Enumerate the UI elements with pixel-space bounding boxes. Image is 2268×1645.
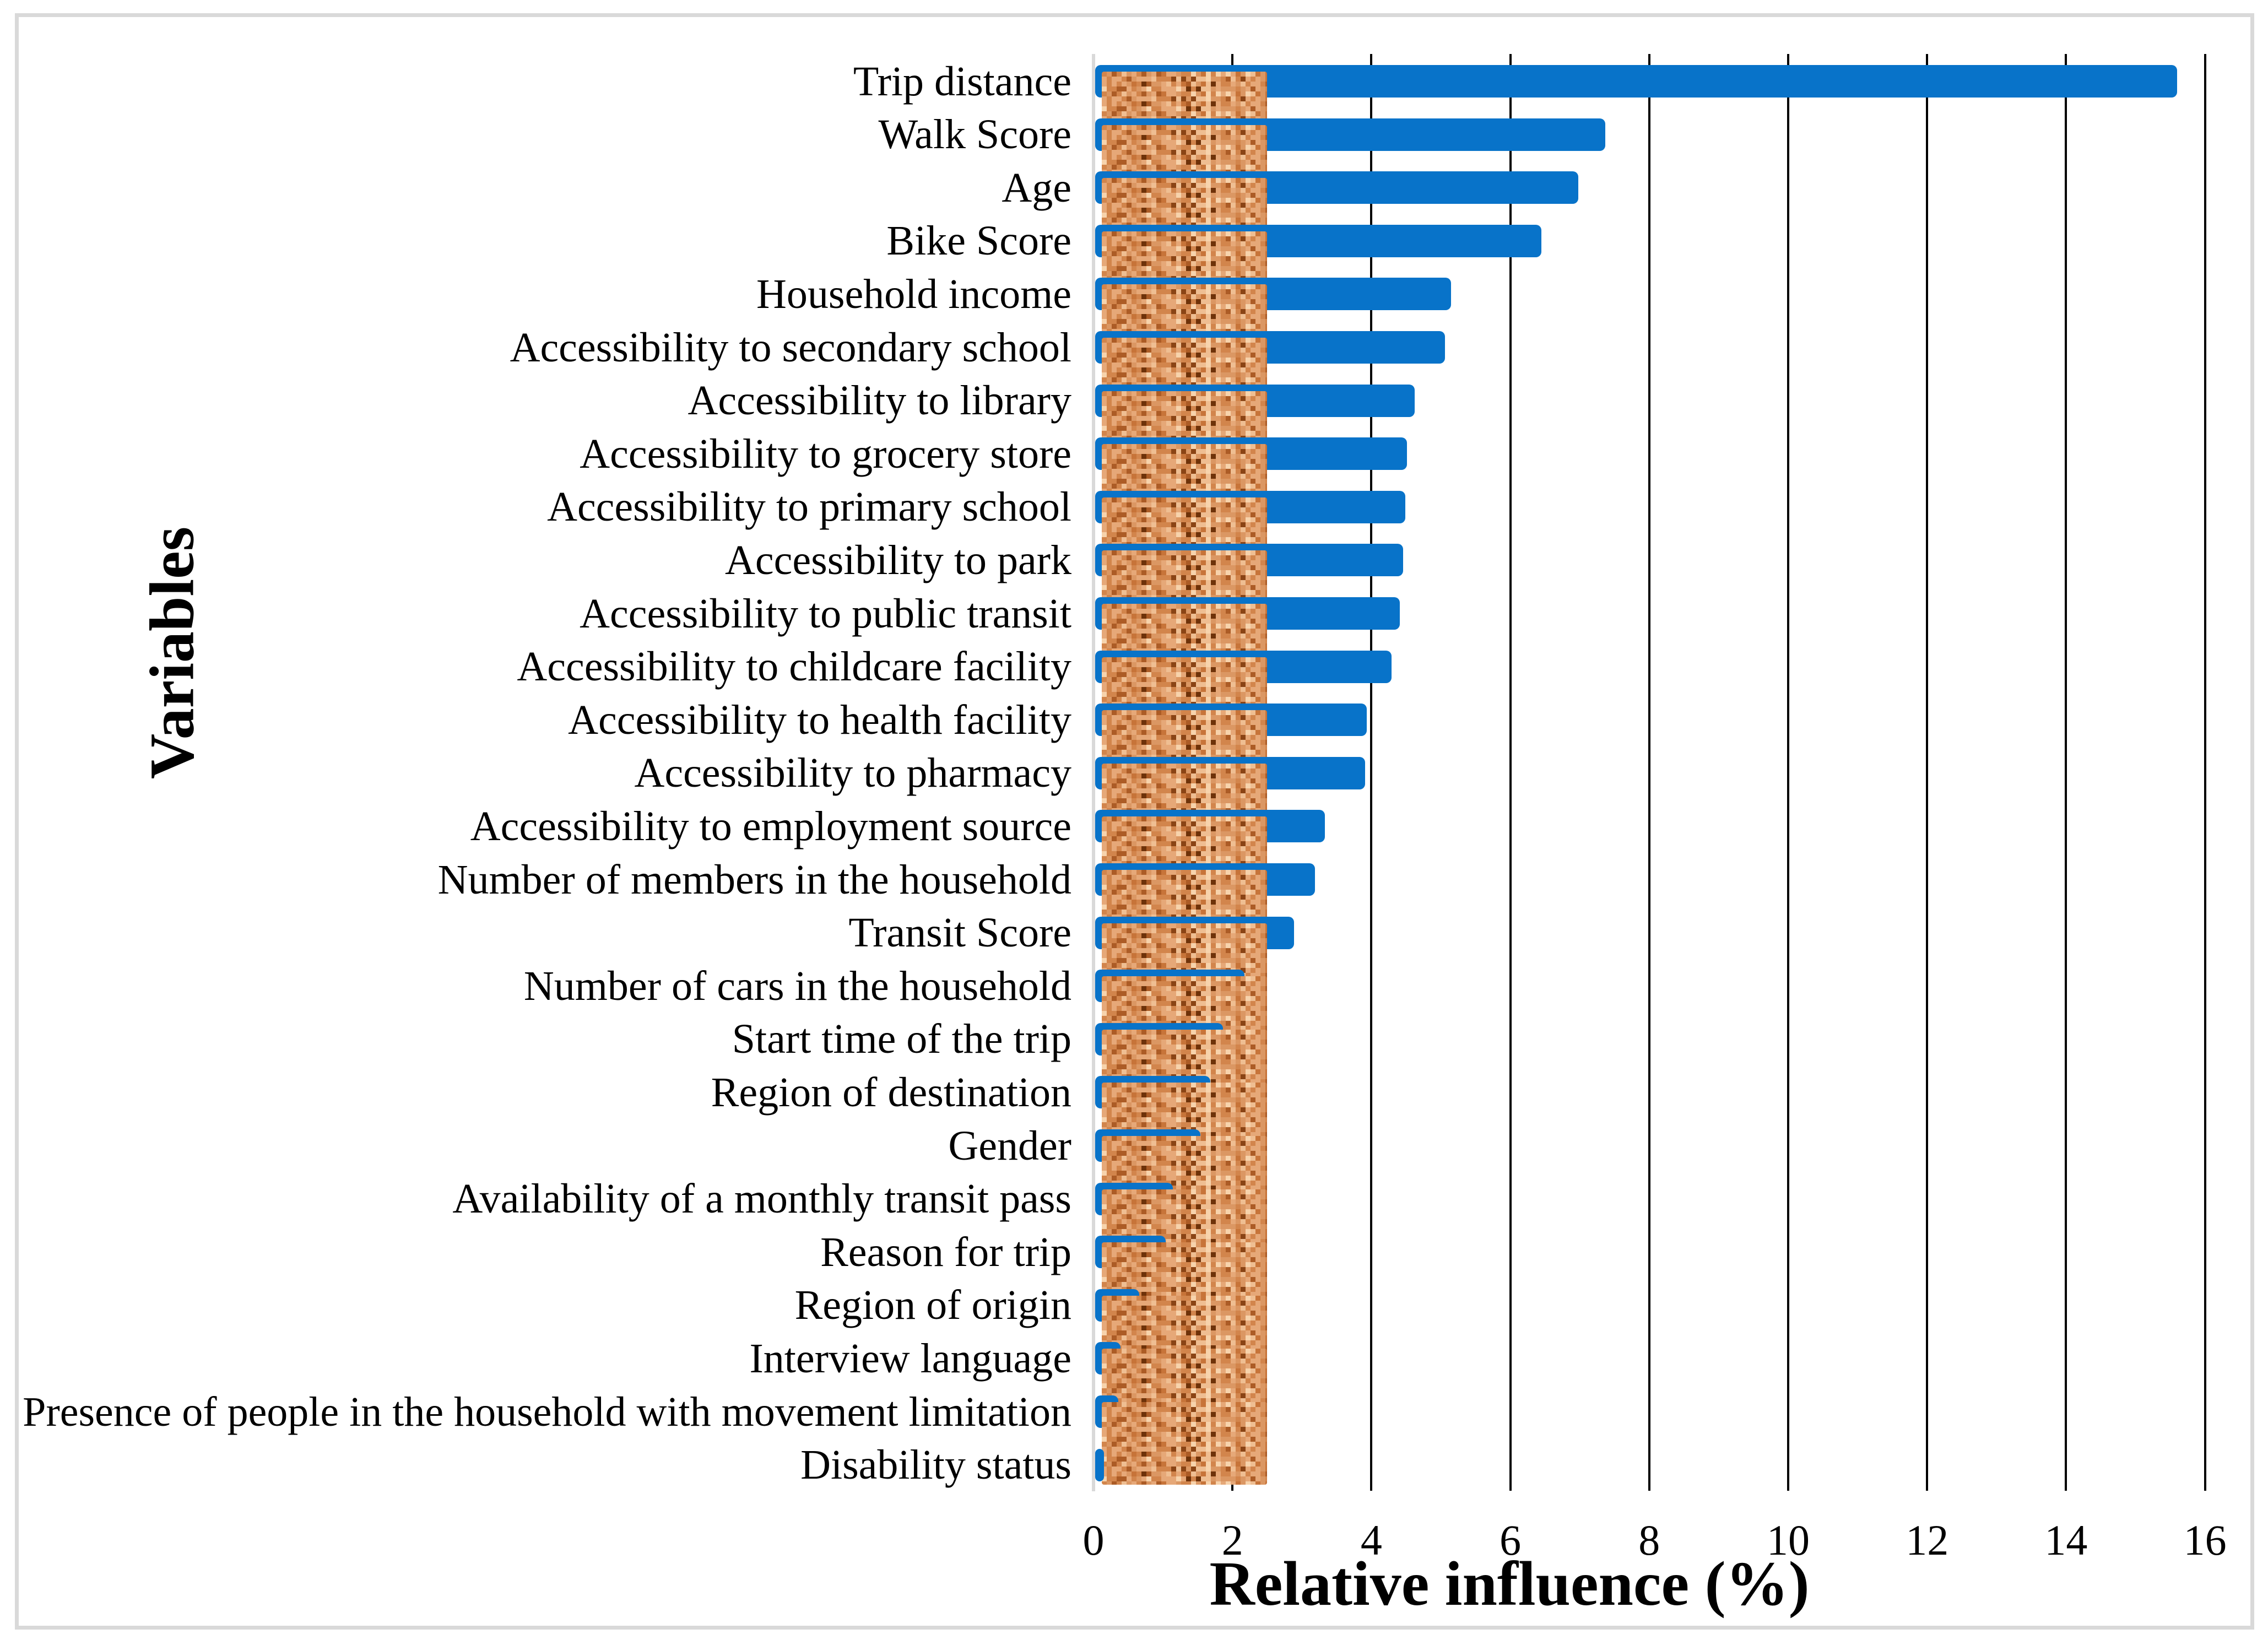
category-label: Gender xyxy=(948,1122,1071,1169)
category-label: Presence of people in the household with… xyxy=(23,1388,1071,1435)
x-tick-label: 0 xyxy=(1082,1516,1105,1564)
category-label: Accessibility to grocery store xyxy=(580,430,1071,477)
bar xyxy=(1095,65,2178,154)
bar xyxy=(1095,863,1316,953)
category-label: Accessibility to childcare facility xyxy=(517,643,1071,690)
category-label: Accessibility to primary school xyxy=(547,484,1071,531)
category-label: Walk Score xyxy=(878,111,1071,158)
gridline xyxy=(2065,54,2067,1491)
category-label: Bike Score xyxy=(886,218,1071,264)
category-label: Trip distance xyxy=(853,58,1071,105)
gridline xyxy=(1926,54,1929,1491)
bar xyxy=(1095,1022,1267,1112)
x-tick-label: 6 xyxy=(1500,1516,1522,1564)
category-label: Accessibility to health facility xyxy=(568,696,1071,743)
bar xyxy=(1095,490,1406,580)
bar xyxy=(1095,384,1415,474)
bar xyxy=(1095,1395,1267,1485)
x-tick-label: 10 xyxy=(1767,1516,1810,1564)
bar xyxy=(1095,224,1542,314)
category-label: Household income xyxy=(756,270,1071,317)
bar xyxy=(1095,1236,1267,1325)
x-tick-label: 16 xyxy=(2183,1516,2227,1564)
category-label: Accessibility to public transit xyxy=(580,590,1071,637)
bar xyxy=(1095,1448,1104,1481)
gridline xyxy=(1648,54,1650,1491)
bar-texture xyxy=(1102,1402,1267,1485)
bar xyxy=(1095,650,1392,740)
category-label: Accessibility to secondary school xyxy=(510,324,1071,371)
bar xyxy=(1095,704,1367,793)
x-tick-label: 12 xyxy=(1906,1516,1949,1564)
x-tick-label: 4 xyxy=(1360,1516,1382,1564)
bar xyxy=(1095,331,1446,420)
bar xyxy=(1095,916,1295,1006)
category-label: Accessibility to library xyxy=(688,377,1071,424)
category-label: Region of destination xyxy=(711,1069,1071,1116)
category-label: Accessibility to employment source xyxy=(470,803,1071,849)
category-label: Number of cars in the household xyxy=(523,962,1071,1009)
gridline xyxy=(1787,54,1789,1491)
gridline xyxy=(1509,54,1512,1491)
gridline xyxy=(2204,54,2206,1491)
y-axis-title: Variables xyxy=(137,526,207,780)
category-label: Transit Score xyxy=(848,910,1071,956)
bar xyxy=(1095,1076,1267,1166)
gridline xyxy=(1370,54,1373,1491)
bar xyxy=(1095,756,1366,846)
bar xyxy=(1095,1129,1267,1219)
category-label: Number of members in the household xyxy=(437,856,1071,903)
vertical-axis-line xyxy=(1092,54,1095,1491)
bar xyxy=(1095,1342,1267,1432)
category-label: Start time of the trip xyxy=(732,1016,1071,1063)
x-tick-label: 2 xyxy=(1221,1516,1243,1564)
category-label: Availability of a monthly transit pass xyxy=(452,1176,1071,1222)
x-tick-label: 8 xyxy=(1638,1516,1660,1564)
category-label: Age xyxy=(1002,164,1071,211)
bar xyxy=(1095,171,1579,261)
bar xyxy=(1095,118,1606,208)
bar xyxy=(1095,1289,1267,1378)
category-label: Reason for trip xyxy=(820,1229,1071,1275)
bar xyxy=(1095,597,1400,686)
bar xyxy=(1095,437,1407,527)
bar xyxy=(1095,970,1267,1059)
bar xyxy=(1095,544,1404,634)
x-tick-label: 14 xyxy=(2044,1516,2088,1564)
category-label: Accessibility to park xyxy=(725,537,1071,583)
category-label: Interview language xyxy=(749,1335,1071,1382)
category-label: Disability status xyxy=(800,1442,1071,1489)
category-label: Region of origin xyxy=(794,1282,1071,1329)
x-axis-title: Relative influence (%) xyxy=(1209,1549,1810,1619)
bar xyxy=(1095,810,1325,900)
bar xyxy=(1095,278,1452,367)
bar xyxy=(1095,1182,1267,1272)
category-label: Accessibility to pharmacy xyxy=(634,750,1071,797)
